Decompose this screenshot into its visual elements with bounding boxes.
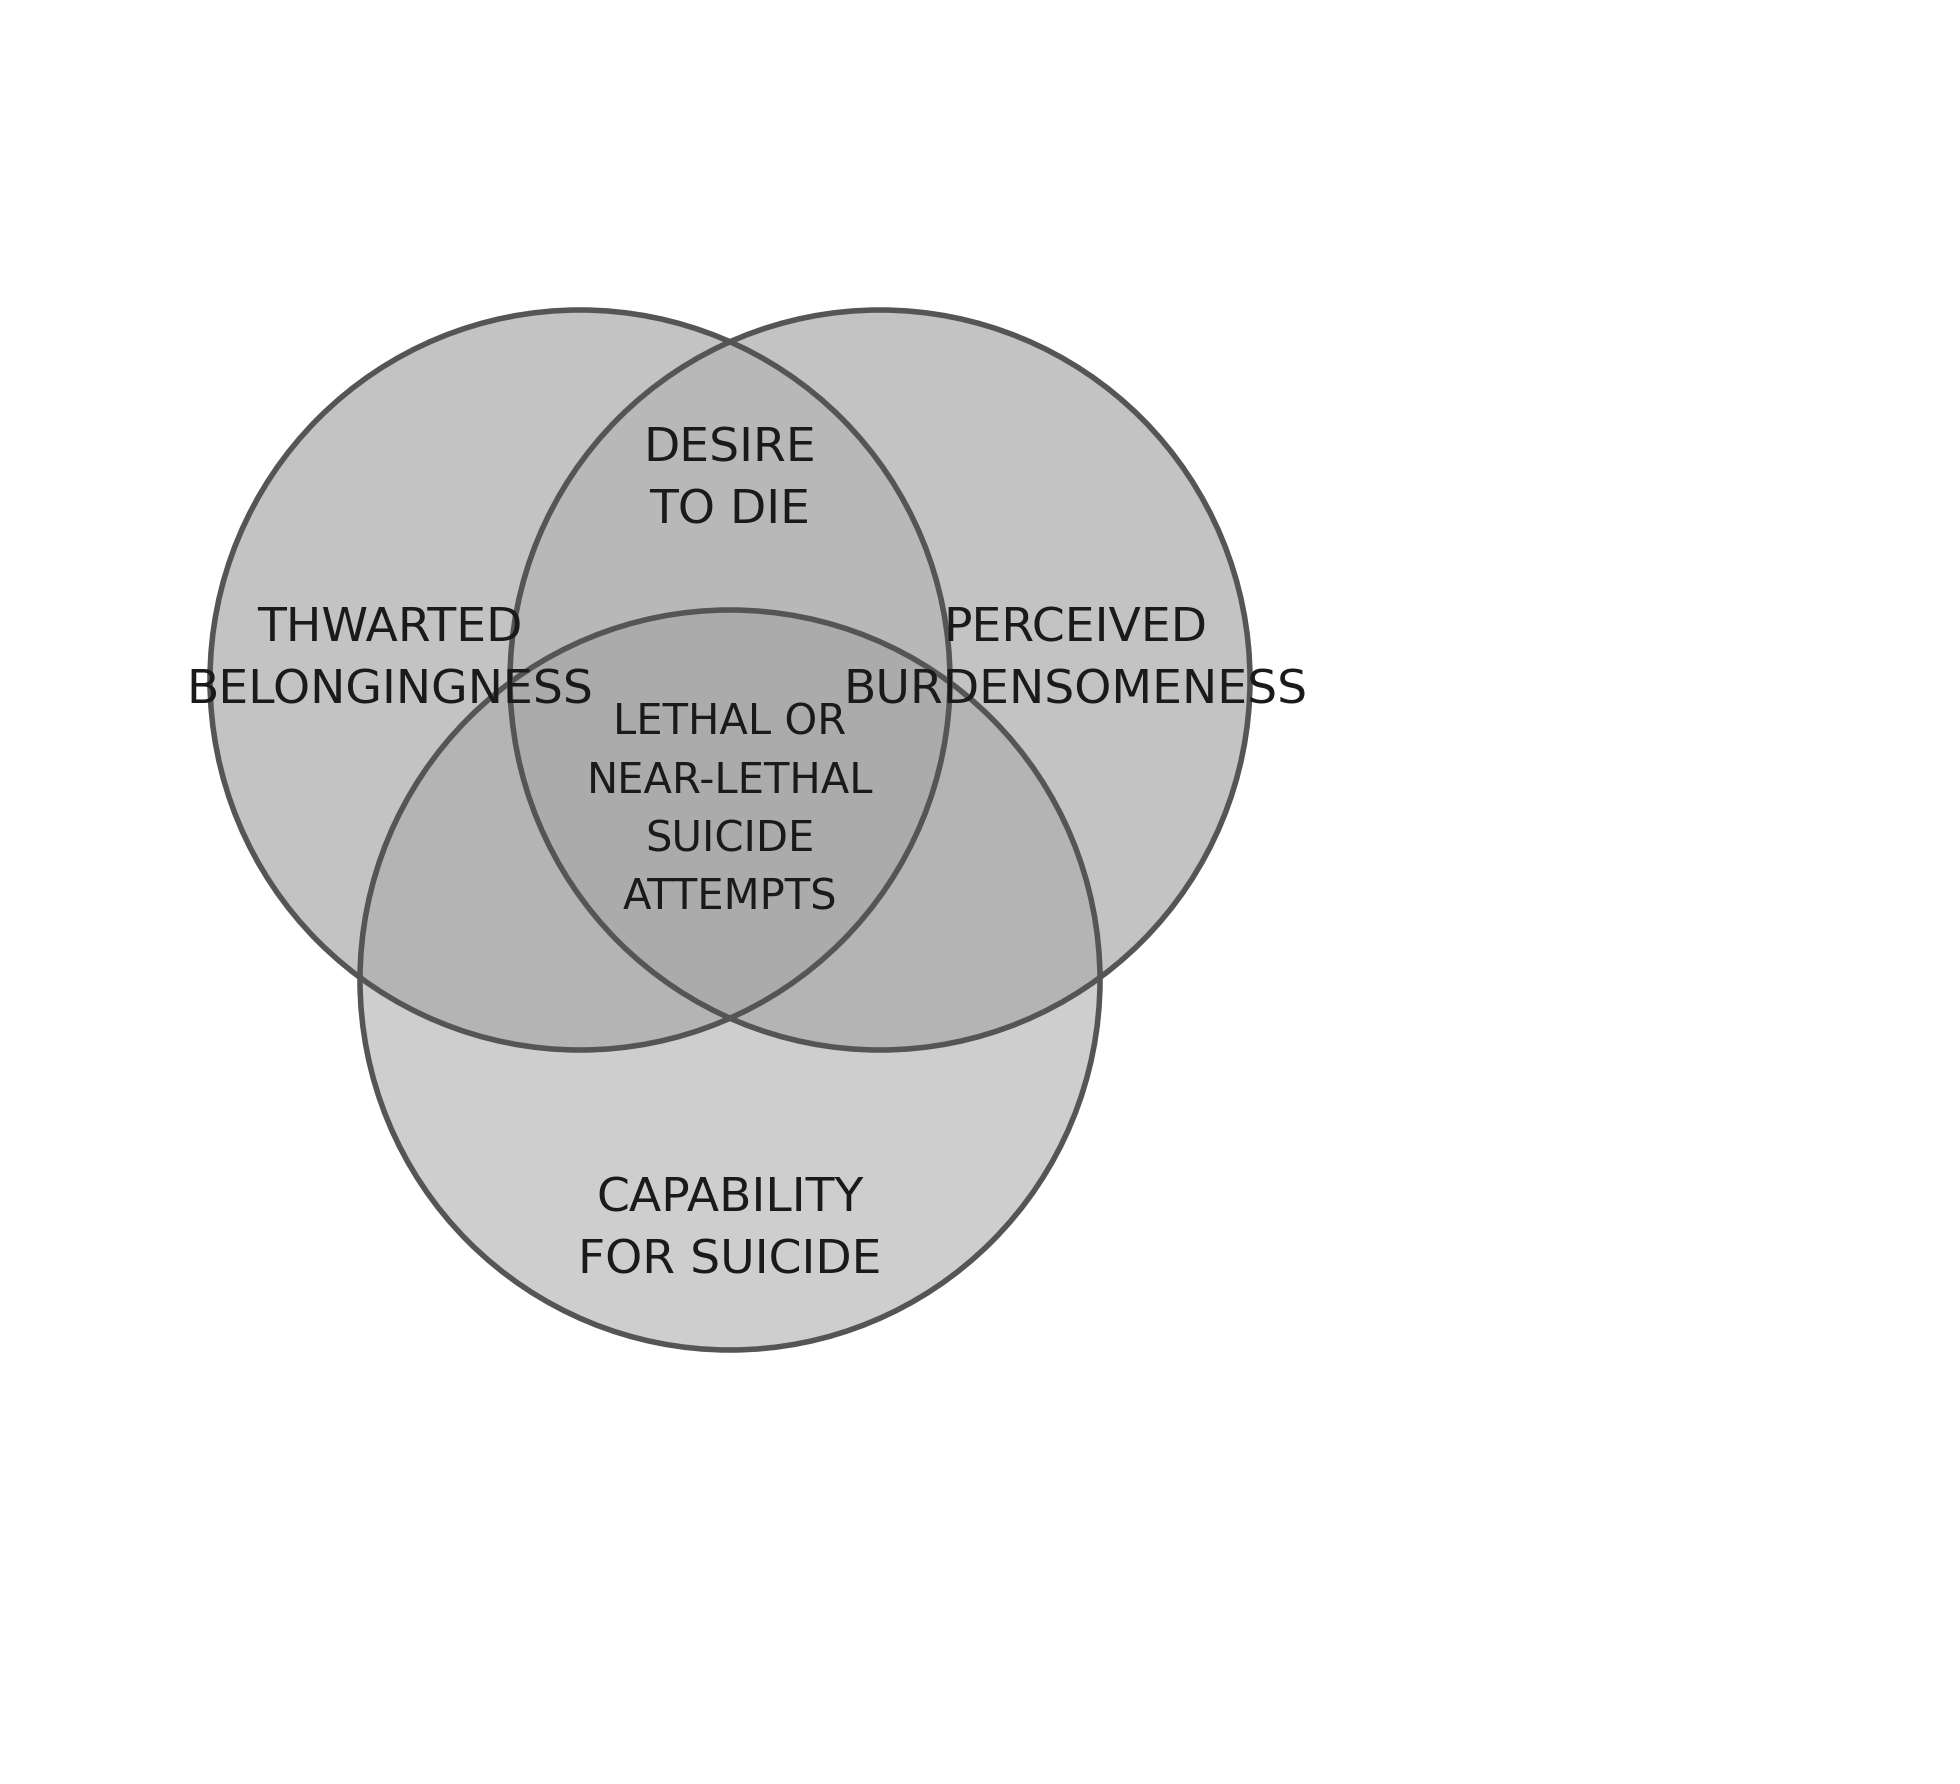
Text: DESIRE
TO DIE: DESIRE TO DIE [643,426,817,533]
Circle shape [210,310,951,1051]
Text: CAPABILITY
FOR SUICIDE: CAPABILITY FOR SUICIDE [578,1176,882,1284]
Text: LETHAL OR
NEAR-LETHAL
SUICIDE
ATTEMPTS: LETHAL OR NEAR-LETHAL SUICIDE ATTEMPTS [586,701,874,919]
Circle shape [510,310,1250,1051]
Circle shape [361,610,1100,1350]
Circle shape [510,310,1250,1051]
Circle shape [210,310,951,1051]
Circle shape [361,610,1100,1350]
Text: THWARTED
BELONGINGNESS: THWARTED BELONGINGNESS [186,607,594,714]
Text: PERCEIVED
BURDENSOMENESS: PERCEIVED BURDENSOMENESS [843,607,1307,714]
